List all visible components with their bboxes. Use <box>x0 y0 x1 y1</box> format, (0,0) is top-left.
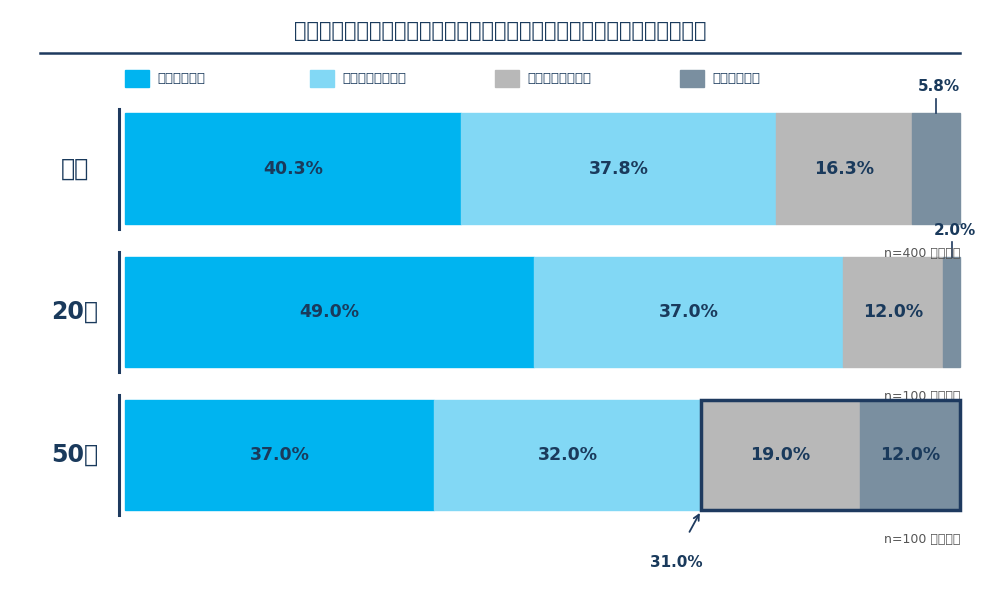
Text: 31.0%: 31.0% <box>650 555 702 570</box>
Text: 12.0%: 12.0% <box>863 303 923 321</box>
Text: 40.3%: 40.3% <box>263 159 323 178</box>
Text: 5.8%: 5.8% <box>918 79 960 94</box>
Text: n=100 単一回答: n=100 単一回答 <box>884 390 960 403</box>
Text: 50代: 50代 <box>51 443 99 467</box>
Text: 37.0%: 37.0% <box>659 303 719 321</box>
Text: 37.8%: 37.8% <box>588 159 648 178</box>
Text: 16.3%: 16.3% <box>814 159 874 178</box>
Text: 12.0%: 12.0% <box>880 446 940 464</box>
Text: 49.0%: 49.0% <box>300 303 360 321</box>
Text: 2.0%: 2.0% <box>934 223 976 238</box>
Text: n=100 単一回答: n=100 単一回答 <box>884 533 960 546</box>
Text: 20代: 20代 <box>52 300 98 324</box>
Text: やや取得しやすい: やや取得しやすい <box>342 72 406 85</box>
Text: やや取得しにくい: やや取得しにくい <box>527 72 591 85</box>
Text: 取得しやすい: 取得しやすい <box>157 72 205 85</box>
Text: 取得しにくい: 取得しにくい <box>712 72 760 85</box>
Text: n=400 単一回答: n=400 単一回答 <box>884 247 960 260</box>
Text: 有給休暇の取得についてあてはまるものをそれぞれ１つ教えてください。: 有給休暇の取得についてあてはまるものをそれぞれ１つ教えてください。 <box>294 21 706 41</box>
Text: 全体: 全体 <box>61 156 89 181</box>
Text: 37.0%: 37.0% <box>250 446 309 464</box>
Text: 32.0%: 32.0% <box>538 446 598 464</box>
Text: 19.0%: 19.0% <box>750 446 811 464</box>
